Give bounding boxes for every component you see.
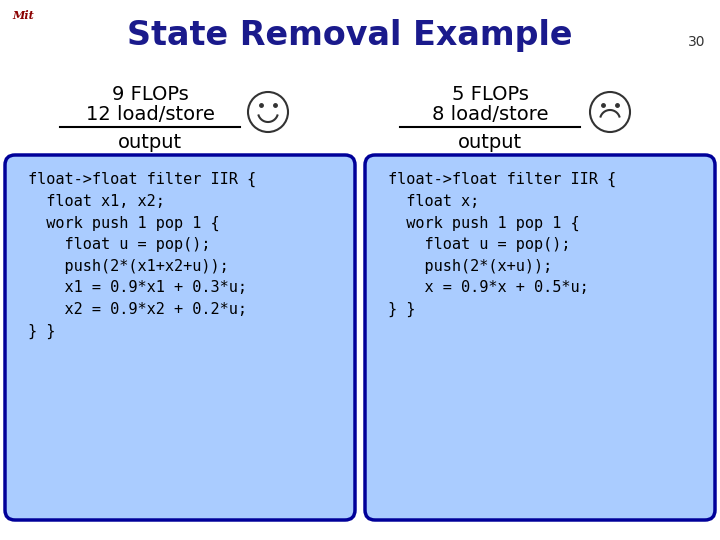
- Text: 12 load/store: 12 load/store: [86, 105, 215, 125]
- Text: State Removal Example: State Removal Example: [127, 18, 572, 51]
- Text: 9 FLOPs: 9 FLOPs: [112, 85, 189, 105]
- Text: float->float filter IIR {
  float x;
  work push 1 pop 1 {
    float u = pop();
: float->float filter IIR { float x; work …: [388, 172, 616, 317]
- Text: output: output: [118, 132, 182, 152]
- FancyBboxPatch shape: [365, 155, 715, 520]
- FancyBboxPatch shape: [5, 155, 355, 520]
- Text: 30: 30: [688, 35, 705, 49]
- Text: 8 load/store: 8 load/store: [432, 105, 548, 125]
- Text: 5 FLOPs: 5 FLOPs: [451, 85, 528, 105]
- Text: Mit: Mit: [12, 10, 34, 21]
- Text: output: output: [458, 132, 522, 152]
- Text: float->float filter IIR {
  float x1, x2;
  work push 1 pop 1 {
    float u = po: float->float filter IIR { float x1, x2; …: [28, 172, 256, 339]
